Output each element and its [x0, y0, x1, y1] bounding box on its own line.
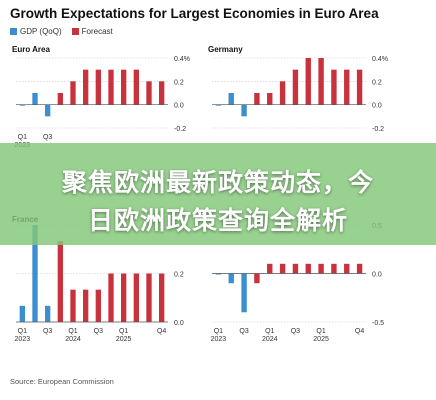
y-tick-label: -0.2	[174, 126, 186, 133]
panel-title: Germany	[208, 45, 243, 54]
gdp-bar	[215, 273, 222, 275]
y-tick-label: 0.4%	[372, 56, 388, 63]
forecast-bar	[70, 81, 76, 105]
forecast-bar	[267, 93, 273, 105]
source-note: Source: European Commission	[10, 377, 114, 386]
forecast-bar	[121, 273, 127, 322]
legend-label-gdp: GDP (QoQ)	[20, 27, 62, 36]
x-tick-year: 2025	[313, 336, 329, 343]
x-tick-year: 2023	[15, 336, 31, 343]
forecast-bar	[83, 69, 89, 105]
x-tick-label: Q3	[291, 328, 300, 335]
forecast-bar	[57, 241, 63, 322]
forecast-bar	[292, 263, 299, 274]
overlay-banner: 聚焦欧洲最新政策动态，今 日欧洲政策查询全解析	[0, 143, 436, 245]
forecast-bar	[344, 263, 350, 274]
forecast-bar	[305, 58, 311, 105]
x-tick-label: Q1	[18, 328, 27, 335]
y-tick-label: 0.2	[372, 79, 382, 86]
forecast-bar	[254, 93, 260, 105]
forecast-bar	[146, 81, 152, 105]
x-tick-label: Q1	[68, 328, 77, 335]
chart-title: Growth Expectations for Largest Economie…	[10, 6, 379, 21]
forecast-bar	[318, 58, 324, 105]
gdp-bar	[45, 104, 51, 117]
gdp-bar	[215, 104, 222, 106]
gdp-bar	[228, 273, 234, 284]
x-tick-year: 2025	[116, 336, 132, 343]
gdp-bar	[241, 273, 247, 313]
legend: GDP (QoQ) Forecast	[10, 27, 113, 36]
forecast-bar	[356, 69, 363, 105]
legend-swatch-forecast	[71, 28, 79, 35]
y-tick-label: -0.2	[372, 126, 384, 133]
forecast-bar	[292, 69, 299, 105]
y-tick-label: 0.4%	[174, 56, 190, 63]
forecast-bar	[344, 69, 350, 105]
forecast-bar	[305, 263, 311, 274]
legend-item-forecast: Forecast	[71, 27, 113, 36]
forecast-bar	[121, 69, 127, 105]
forecast-bar	[318, 263, 324, 274]
gdp-bar	[19, 305, 25, 322]
forecast-bar	[133, 69, 139, 105]
banner-line-2: 日欧洲政策查询全解析	[87, 207, 348, 235]
x-tick-label: Q3	[43, 134, 52, 141]
legend-swatch-gdp	[10, 28, 17, 35]
forecast-bar	[70, 289, 76, 322]
legend-label-forecast: Forecast	[81, 27, 113, 36]
x-tick-year: 2024	[65, 336, 81, 343]
x-tick-label: Q4	[355, 328, 364, 335]
x-tick-label: Q1	[265, 328, 274, 335]
gdp-bar	[45, 305, 51, 322]
forecast-bar	[279, 81, 286, 105]
y-tick-label: 0.0	[372, 272, 382, 279]
forecast-bar	[95, 69, 101, 105]
forecast-bar	[133, 273, 139, 322]
forecast-bar	[83, 289, 89, 322]
forecast-bar	[331, 263, 337, 274]
y-tick-label: -0.5	[372, 320, 384, 327]
forecast-bar	[146, 273, 152, 322]
gdp-bar	[19, 104, 25, 106]
forecast-bar	[267, 263, 273, 274]
forecast-bar	[254, 273, 260, 284]
forecast-bar	[57, 93, 63, 105]
y-tick-label: 0.0	[174, 320, 184, 327]
forecast-bar	[159, 273, 165, 322]
x-tick-label: Q3	[43, 328, 52, 335]
legend-item-gdp: GDP (QoQ)	[10, 27, 62, 36]
x-tick-label: Q4	[157, 328, 166, 335]
x-tick-year: 2024	[262, 336, 278, 343]
banner-line-1: 聚焦欧洲最新政策动态，今	[61, 169, 374, 197]
y-tick-label: 0.0	[372, 103, 382, 110]
x-tick-label: Q1	[18, 134, 27, 141]
y-tick-label: 0.0	[174, 103, 184, 110]
forecast-bar	[108, 273, 114, 322]
x-tick-year: 2023	[211, 336, 227, 343]
x-tick-label: Q3	[239, 328, 248, 335]
gdp-bar	[32, 93, 38, 105]
forecast-bar	[159, 81, 165, 105]
panel-title: Euro Area	[12, 45, 50, 54]
forecast-bar	[108, 69, 114, 105]
x-tick-label: Q1	[214, 328, 223, 335]
forecast-bar	[279, 263, 286, 274]
y-tick-label: 0.2	[174, 272, 184, 279]
forecast-bar	[95, 289, 101, 322]
x-tick-label: Q1	[119, 328, 128, 335]
forecast-bar	[331, 69, 337, 105]
forecast-bar	[356, 263, 363, 274]
x-tick-label: Q3	[94, 328, 103, 335]
x-tick-label: Q1	[316, 328, 325, 335]
gdp-bar	[32, 225, 38, 322]
y-tick-label: 0.2	[174, 79, 184, 86]
gdp-bar	[228, 93, 234, 105]
gdp-bar	[241, 104, 247, 117]
